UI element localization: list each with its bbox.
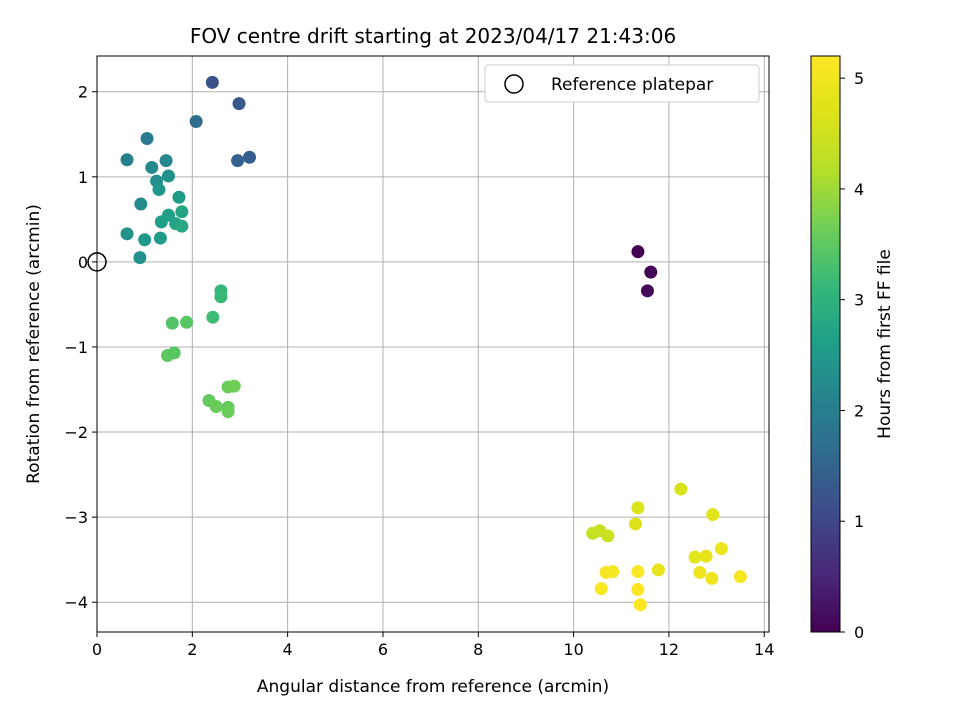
data-point xyxy=(631,245,645,259)
data-point xyxy=(640,284,654,298)
data-point xyxy=(631,582,645,596)
colorbar-tick-label: 1 xyxy=(854,512,864,531)
colorbar-ticks: 0 1 2 3 4 5 xyxy=(840,69,864,642)
y-tick-label: 2 xyxy=(78,83,88,102)
data-point xyxy=(189,115,203,129)
data-point xyxy=(706,508,720,522)
data-point xyxy=(120,153,134,167)
data-point xyxy=(693,565,707,579)
legend-marker xyxy=(504,74,524,94)
data-point xyxy=(631,501,645,515)
data-point xyxy=(232,97,246,111)
data-point xyxy=(167,346,181,360)
data-point xyxy=(644,265,658,279)
data-point xyxy=(705,571,719,585)
data-point xyxy=(674,482,688,496)
data-point xyxy=(206,310,220,324)
data-point xyxy=(601,529,615,543)
data-point xyxy=(175,205,189,219)
x-tick-label: 2 xyxy=(187,640,197,659)
x-tick-label: 0 xyxy=(92,640,102,659)
data-point xyxy=(165,316,179,330)
x-tick-label: 10 xyxy=(563,640,583,659)
data-point xyxy=(175,219,189,233)
data-points xyxy=(87,75,747,612)
y-axis-label: Rotation from reference (arcmin) xyxy=(24,204,44,484)
colorbar-gradient xyxy=(810,55,841,633)
colorbar-tick-label: 2 xyxy=(854,401,864,420)
x-tick-label: 14 xyxy=(754,640,774,659)
grid xyxy=(96,56,769,632)
legend-box xyxy=(484,64,760,103)
plot-frame xyxy=(96,55,770,633)
colorbar-tick-label: 4 xyxy=(854,180,864,199)
data-point xyxy=(161,208,175,222)
data-point xyxy=(140,132,154,146)
chart-title: FOV centre drift starting at 2023/04/17 … xyxy=(190,24,676,48)
data-point xyxy=(231,154,245,168)
data-point xyxy=(243,150,257,164)
legend: Reference platepar xyxy=(484,64,760,103)
data-point xyxy=(699,549,713,563)
data-point xyxy=(221,405,235,419)
x-tick-label: 6 xyxy=(378,640,388,659)
data-point xyxy=(227,379,241,393)
data-point xyxy=(172,190,186,204)
y-tick-label: −3 xyxy=(64,508,88,527)
data-point xyxy=(714,542,728,556)
y-tick-label: −2 xyxy=(64,423,88,442)
colorbar-label: Hours from first FF file xyxy=(875,249,895,439)
x-axis-label: Angular distance from reference (arcmin) xyxy=(257,677,609,697)
data-point xyxy=(629,517,643,531)
data-point xyxy=(159,154,173,168)
data-point xyxy=(133,251,147,265)
data-point xyxy=(214,290,228,304)
data-point xyxy=(180,315,194,329)
data-point xyxy=(134,197,148,211)
y-tick-label: 1 xyxy=(78,168,88,187)
legend-label: Reference platepar xyxy=(551,75,713,95)
data-point xyxy=(209,400,223,414)
data-point xyxy=(594,582,608,596)
colorbar-tick-label: 5 xyxy=(854,69,864,88)
colorbar-tick-label: 3 xyxy=(854,291,864,310)
data-point xyxy=(205,75,219,89)
y-tick-label: 0 xyxy=(78,253,88,272)
y-tick-label: −1 xyxy=(64,338,88,357)
data-point xyxy=(631,565,645,579)
x-tick-label: 12 xyxy=(659,640,679,659)
y-tick-label: −4 xyxy=(64,593,88,612)
colorbar-tick-label: 0 xyxy=(854,623,864,642)
data-point xyxy=(145,160,159,174)
x-tick-label: 8 xyxy=(473,640,483,659)
data-point xyxy=(161,169,175,183)
data-point xyxy=(606,565,620,579)
data-point xyxy=(651,563,665,577)
x-tick-label: 4 xyxy=(283,640,293,659)
data-point xyxy=(152,183,166,197)
colorbar: 0 1 2 3 4 5 Hours from first FF file xyxy=(810,55,895,642)
data-point xyxy=(120,227,134,241)
data-point xyxy=(633,598,647,612)
data-point xyxy=(153,231,167,245)
data-point xyxy=(688,550,702,564)
data-point xyxy=(138,233,152,247)
data-point xyxy=(733,570,747,584)
